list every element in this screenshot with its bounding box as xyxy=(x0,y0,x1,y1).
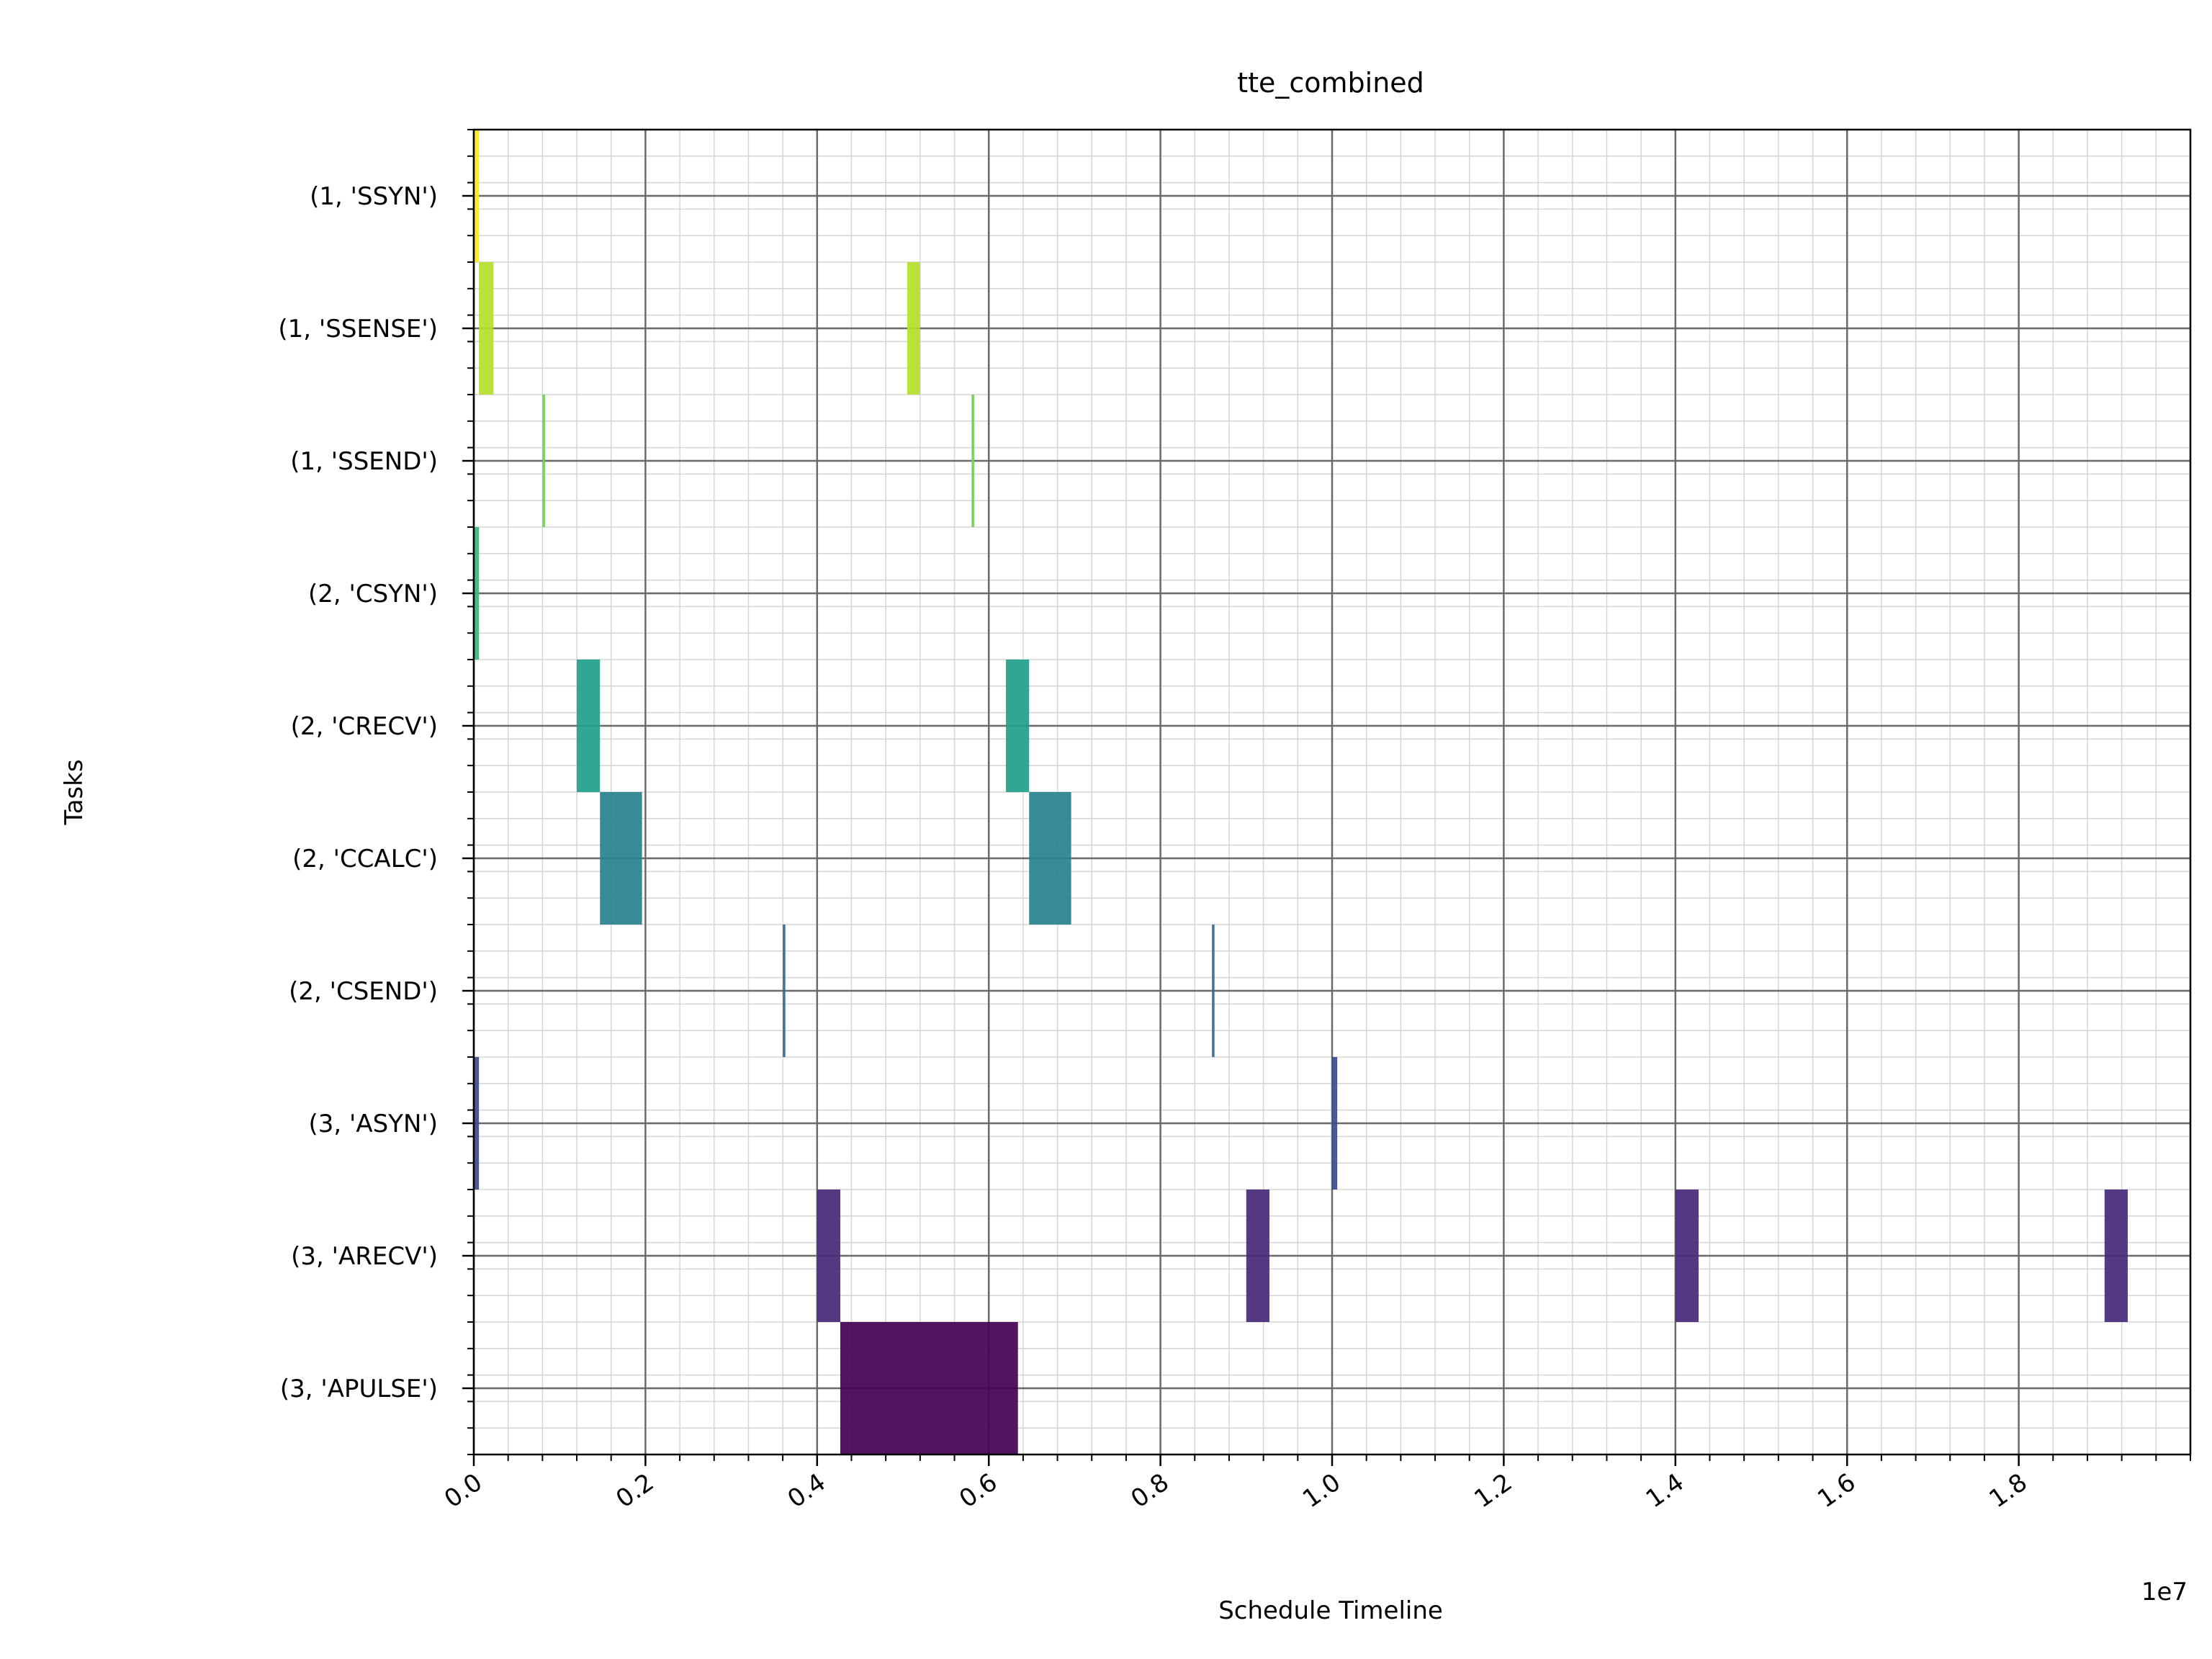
y-tick-label: (3, 'ARECV') xyxy=(291,1242,438,1271)
y-tick-label: (3, 'ASYN') xyxy=(308,1110,438,1138)
task-bar xyxy=(971,395,974,527)
y-tick-label: (2, 'CCALC') xyxy=(292,845,438,873)
task-bar xyxy=(817,1190,840,1322)
task-bar xyxy=(783,925,786,1057)
axis-ticks xyxy=(462,129,2191,1466)
task-bar xyxy=(1332,1057,1338,1190)
task-bar xyxy=(474,1057,480,1190)
task-bar xyxy=(1212,925,1215,1057)
y-tick-label: (1, 'SSYN') xyxy=(310,182,438,211)
y-tick-label: (2, 'CSEND') xyxy=(289,977,438,1006)
y-axis-label: Tasks xyxy=(60,759,89,825)
chart-title: tte_combined xyxy=(1237,67,1424,99)
task-bar xyxy=(907,262,920,395)
task-bar xyxy=(474,130,480,262)
axis-labels: 0.0 0.2 0.4 0.6 0.8 1.0 1.2 1.4 1.6 1.8(1, 'SSYN'… xyxy=(278,182,2032,1514)
task-bar xyxy=(2104,1190,2128,1322)
x-axis-offset-label: 1e7 xyxy=(2141,1578,2188,1606)
task-bar xyxy=(1246,1190,1269,1322)
task-bar xyxy=(1006,660,1030,792)
task-bar xyxy=(542,395,545,527)
x-axis-label: Schedule Timeline xyxy=(1218,1596,1443,1625)
y-tick-label: (2, 'CSYN') xyxy=(308,580,438,608)
task-bar xyxy=(474,527,480,660)
y-tick-label: (1, 'SSEND') xyxy=(290,447,438,476)
y-tick-label: (1, 'SSENSE') xyxy=(278,315,438,343)
task-bar xyxy=(1675,1190,1699,1322)
task-bar xyxy=(840,1322,1018,1455)
y-tick-label: (3, 'APULSE') xyxy=(280,1375,438,1403)
task-bar xyxy=(600,792,642,925)
y-tick-label: (2, 'CRECV') xyxy=(291,712,438,741)
task-bar xyxy=(479,262,494,395)
task-bars xyxy=(474,130,2128,1455)
task-bar xyxy=(577,660,601,792)
task-bar xyxy=(1029,792,1071,925)
